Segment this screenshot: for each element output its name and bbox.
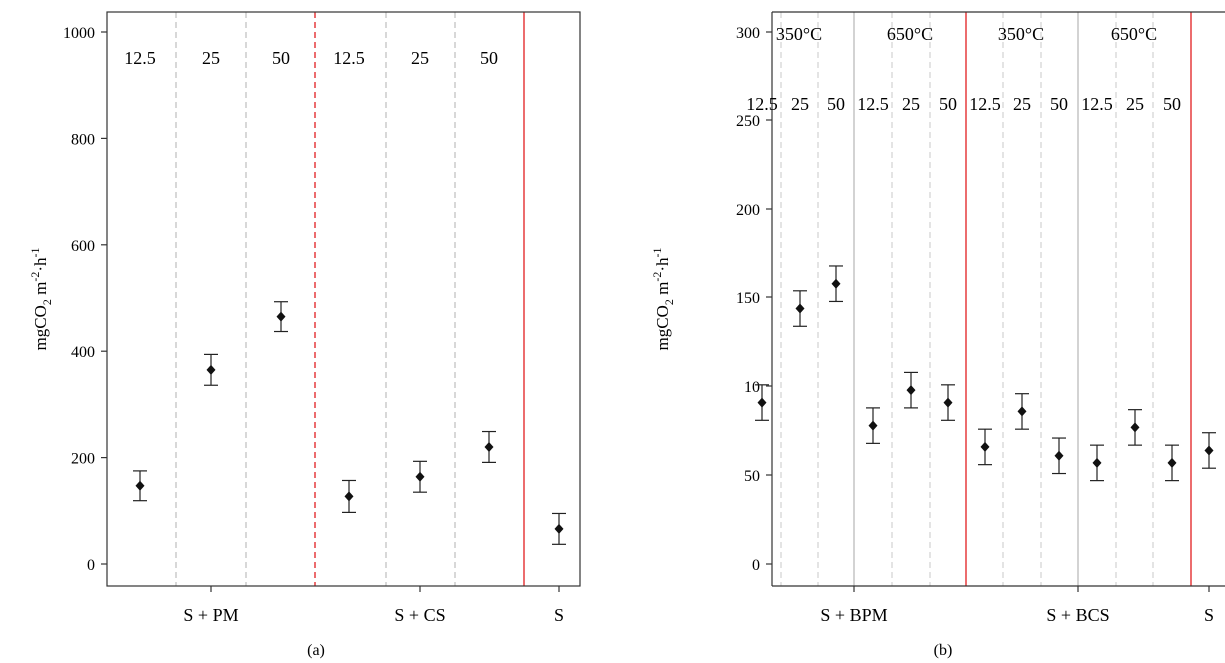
data-point <box>868 420 878 431</box>
y-tick-label: 250 <box>736 113 760 130</box>
data-point <box>1017 406 1027 417</box>
panel-b: 0 50 10 150 200 250 300 350°C 650°C 350°C 650°C 12.… <box>650 11 1225 625</box>
caption-b: (b) <box>934 642 953 659</box>
y-tick-label: 200 <box>736 202 760 219</box>
data-point <box>1204 445 1214 456</box>
caption-a: (a) <box>307 642 325 659</box>
group-label: S + BPM <box>820 605 887 625</box>
plot-frame <box>106 11 581 587</box>
temperature-label: 350°C <box>776 24 822 44</box>
data-point <box>980 441 990 452</box>
column-label: 25 <box>1126 94 1144 114</box>
column-label: 25 <box>411 48 429 68</box>
y-axis-label: mgCO2 m-2·h-1 <box>650 248 676 351</box>
column-label: 12.5 <box>746 94 778 114</box>
column-label: 25 <box>202 48 220 68</box>
data-point <box>943 397 953 408</box>
data-point <box>554 523 564 534</box>
y-tick-label: 0 <box>752 557 760 574</box>
y-tick-label: 200 <box>71 451 95 468</box>
column-label: 50 <box>1050 94 1068 114</box>
y-axis-label: mgCO2 m-2·h-1 <box>28 248 54 351</box>
data-point <box>206 364 216 375</box>
data-point <box>1054 450 1064 461</box>
group-label: S + PM <box>183 605 238 625</box>
column-label: 50 <box>480 48 498 68</box>
data-point <box>795 303 805 314</box>
data-point <box>415 471 425 482</box>
data-point <box>276 311 286 322</box>
y-tick-label: 50 <box>744 468 760 485</box>
column-label: 12.5 <box>857 94 889 114</box>
y-tick-label: 400 <box>71 344 95 361</box>
temperature-label: 650°C <box>887 24 933 44</box>
data-point <box>484 441 494 452</box>
data-point <box>757 397 767 408</box>
group-label: S + BCS <box>1046 605 1109 625</box>
data-point <box>1092 457 1102 468</box>
y-tick-label: 10 <box>744 379 760 396</box>
column-label: 25 <box>1013 94 1031 114</box>
temperature-label: 350°C <box>998 24 1044 44</box>
data-point <box>135 480 145 491</box>
group-label: S <box>1204 605 1214 625</box>
temperature-label: 650°C <box>1111 24 1157 44</box>
y-tick-label: 300 <box>736 25 760 42</box>
y-tick-label: 150 <box>736 290 760 307</box>
group-label: S <box>554 605 564 625</box>
data-point <box>344 491 354 502</box>
column-label: 12.5 <box>1081 94 1113 114</box>
column-label: 25 <box>791 94 809 114</box>
column-label: 50 <box>939 94 957 114</box>
data-point <box>831 278 841 289</box>
y-tick-label: 800 <box>71 131 95 148</box>
column-label: 12.5 <box>969 94 1001 114</box>
group-label: S + CS <box>394 605 445 625</box>
data-point <box>906 385 916 396</box>
column-label: 12.5 <box>333 48 365 68</box>
y-tick-label: 0 <box>87 557 95 574</box>
y-tick-label: 1000 <box>63 25 95 42</box>
column-label: 25 <box>902 94 920 114</box>
panel-a: 0 200 400 600 800 1000 12.5 25 50 12.5 25 50 S + PM S… <box>28 11 581 625</box>
y-tick-label: 600 <box>71 238 95 255</box>
column-label: 12.5 <box>124 48 156 68</box>
column-label: 50 <box>272 48 290 68</box>
column-label: 50 <box>827 94 845 114</box>
data-point <box>1167 457 1177 468</box>
column-label: 50 <box>1163 94 1181 114</box>
data-point <box>1130 422 1140 433</box>
